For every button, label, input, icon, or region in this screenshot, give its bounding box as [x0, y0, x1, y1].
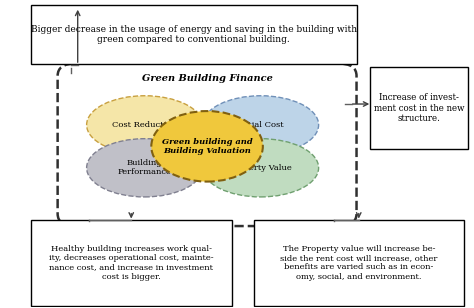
Text: Green building and
Building Valuation: Green building and Building Valuation: [162, 138, 253, 155]
FancyBboxPatch shape: [254, 220, 464, 306]
Ellipse shape: [87, 139, 202, 197]
FancyBboxPatch shape: [31, 5, 356, 63]
Text: Building
Performance: Building Performance: [118, 159, 172, 176]
FancyBboxPatch shape: [58, 63, 356, 226]
Text: Cost Reduction: Cost Reduction: [112, 121, 177, 129]
Text: Green Building Finance: Green Building Finance: [142, 74, 273, 83]
Text: The Property value will increase be-
side the rent cost will increase, other
ben: The Property value will increase be- sid…: [280, 245, 438, 281]
Ellipse shape: [202, 96, 319, 154]
Text: Property Value: Property Value: [229, 164, 292, 172]
Text: Increase of invest-
ment cost in the new
structure.: Increase of invest- ment cost in the new…: [374, 93, 464, 123]
Text: Bigger decrease in the usage of energy and saving in the building with
green com: Bigger decrease in the usage of energy a…: [31, 25, 357, 44]
Text: Initial Cost: Initial Cost: [237, 121, 284, 129]
FancyBboxPatch shape: [31, 220, 232, 306]
Text: Healthy building increases work qual-
ity, decreases operational cost, mainte-
n: Healthy building increases work qual- it…: [49, 245, 214, 281]
Ellipse shape: [151, 111, 263, 182]
Ellipse shape: [202, 139, 319, 197]
Ellipse shape: [87, 96, 202, 154]
FancyBboxPatch shape: [370, 67, 468, 149]
